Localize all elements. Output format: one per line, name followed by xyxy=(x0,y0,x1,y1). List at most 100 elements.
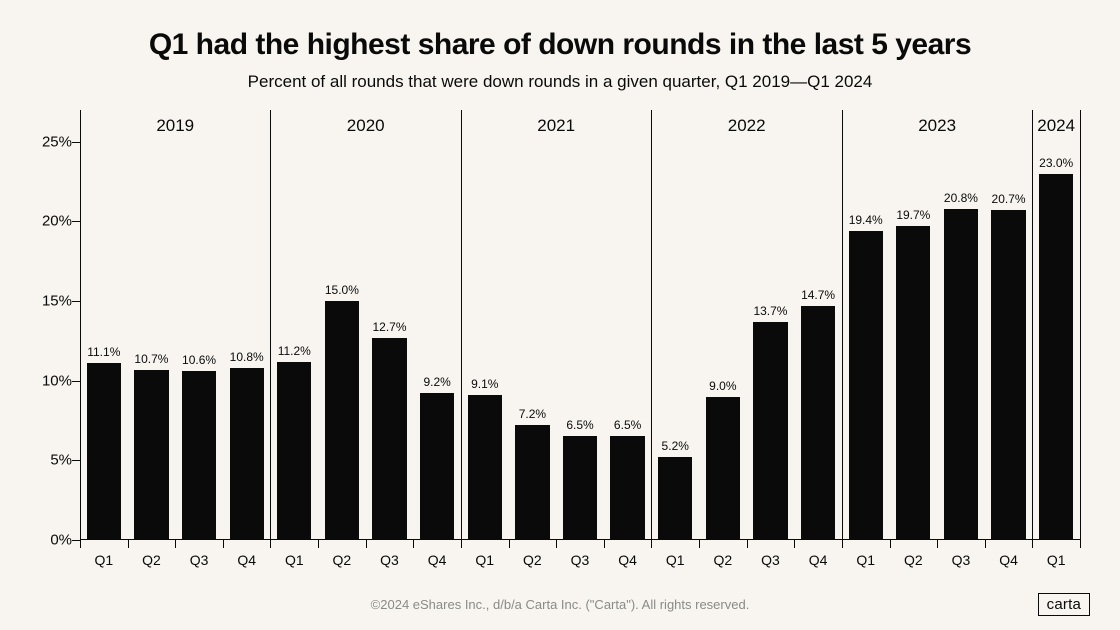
y-tick xyxy=(72,301,80,302)
x-tick-label: Q2 xyxy=(904,552,923,568)
x-tick xyxy=(1080,540,1081,548)
bar xyxy=(277,362,311,540)
bar-value-label: 9.0% xyxy=(709,379,736,393)
y-tick-label: 15% xyxy=(32,293,72,310)
x-tick-label: Q4 xyxy=(237,552,256,568)
y-axis xyxy=(80,110,81,540)
year-separator xyxy=(842,110,843,540)
year-label: 2021 xyxy=(537,116,575,136)
x-tick xyxy=(747,540,748,548)
bar-value-label: 11.2% xyxy=(278,344,311,358)
x-tick xyxy=(1032,540,1033,548)
bar-value-label: 12.7% xyxy=(373,320,407,334)
y-tick xyxy=(72,142,80,143)
y-tick xyxy=(72,381,80,382)
bar xyxy=(896,226,930,540)
x-tick-label: Q1 xyxy=(856,552,875,568)
bar-value-label: 10.8% xyxy=(230,350,264,364)
y-tick xyxy=(72,221,80,222)
x-tick xyxy=(556,540,557,548)
x-tick xyxy=(890,540,891,548)
year-label: 2023 xyxy=(918,116,956,136)
x-tick xyxy=(794,540,795,548)
bar-value-label: 9.2% xyxy=(423,375,450,389)
y-tick-label: 10% xyxy=(32,372,72,389)
year-separator xyxy=(651,110,652,540)
bar xyxy=(610,436,644,540)
bar-value-label: 10.6% xyxy=(182,353,216,367)
x-tick xyxy=(461,540,462,548)
x-tick-label: Q1 xyxy=(666,552,685,568)
x-tick xyxy=(270,540,271,548)
chart-plot-area: 0%5%10%15%20%25%201920202021202220232024… xyxy=(80,110,1080,540)
bar xyxy=(706,397,740,540)
bar-value-label: 14.7% xyxy=(801,288,835,302)
year-label: 2024 xyxy=(1037,116,1075,136)
x-tick-label: Q3 xyxy=(571,552,590,568)
x-tick-label: Q1 xyxy=(475,552,494,568)
bar-value-label: 6.5% xyxy=(614,418,641,432)
bar xyxy=(563,436,597,540)
bar-value-label: 20.8% xyxy=(944,191,978,205)
x-tick-label: Q3 xyxy=(190,552,209,568)
bar xyxy=(87,363,121,540)
bar xyxy=(944,209,978,540)
bar xyxy=(658,457,692,540)
x-tick xyxy=(985,540,986,548)
bar xyxy=(420,393,454,540)
x-tick-label: Q2 xyxy=(142,552,161,568)
x-tick xyxy=(413,540,414,548)
x-tick-label: Q4 xyxy=(618,552,637,568)
x-tick xyxy=(604,540,605,548)
x-tick-label: Q3 xyxy=(380,552,399,568)
bar xyxy=(991,210,1025,540)
bar-value-label: 10.7% xyxy=(134,352,168,366)
x-tick xyxy=(223,540,224,548)
x-tick-label: Q2 xyxy=(714,552,733,568)
bar-value-label: 15.0% xyxy=(325,283,359,297)
bar-value-label: 13.7% xyxy=(753,304,787,318)
year-separator xyxy=(1032,110,1033,540)
x-tick xyxy=(842,540,843,548)
chart-title: Q1 had the highest share of down rounds … xyxy=(0,28,1120,62)
footer-copyright: ©2024 eShares Inc., d/b/a Carta Inc. ("C… xyxy=(0,597,1120,612)
year-separator xyxy=(461,110,462,540)
bar xyxy=(372,338,406,540)
x-tick xyxy=(366,540,367,548)
x-tick-label: Q4 xyxy=(999,552,1018,568)
y-tick xyxy=(72,540,80,541)
chart-subtitle: Percent of all rounds that were down rou… xyxy=(0,72,1120,92)
x-tick xyxy=(937,540,938,548)
year-label: 2020 xyxy=(347,116,385,136)
chart-canvas: Q1 had the highest share of down rounds … xyxy=(0,0,1120,630)
x-tick xyxy=(318,540,319,548)
x-tick-label: Q4 xyxy=(428,552,447,568)
x-tick xyxy=(128,540,129,548)
year-separator xyxy=(270,110,271,540)
x-tick xyxy=(80,540,81,548)
x-tick-label: Q4 xyxy=(809,552,828,568)
year-separator xyxy=(1080,110,1081,540)
x-tick xyxy=(175,540,176,548)
bar-value-label: 11.1% xyxy=(87,345,120,359)
x-tick-label: Q1 xyxy=(1047,552,1066,568)
bar xyxy=(230,368,264,540)
bar-value-label: 9.1% xyxy=(471,377,498,391)
x-tick-label: Q3 xyxy=(761,552,780,568)
y-tick xyxy=(72,460,80,461)
year-label: 2019 xyxy=(156,116,194,136)
bar xyxy=(468,395,502,540)
bar xyxy=(515,425,549,540)
bar-value-label: 6.5% xyxy=(566,418,593,432)
x-tick-label: Q1 xyxy=(94,552,113,568)
bar-value-label: 19.7% xyxy=(896,208,930,222)
bar xyxy=(1039,174,1073,540)
x-tick xyxy=(699,540,700,548)
bar-value-label: 19.4% xyxy=(849,213,883,227)
y-tick-label: 5% xyxy=(32,452,72,469)
x-tick-label: Q2 xyxy=(333,552,352,568)
bar xyxy=(849,231,883,540)
x-tick-label: Q3 xyxy=(952,552,971,568)
x-tick-label: Q1 xyxy=(285,552,304,568)
bar-value-label: 7.2% xyxy=(519,407,546,421)
